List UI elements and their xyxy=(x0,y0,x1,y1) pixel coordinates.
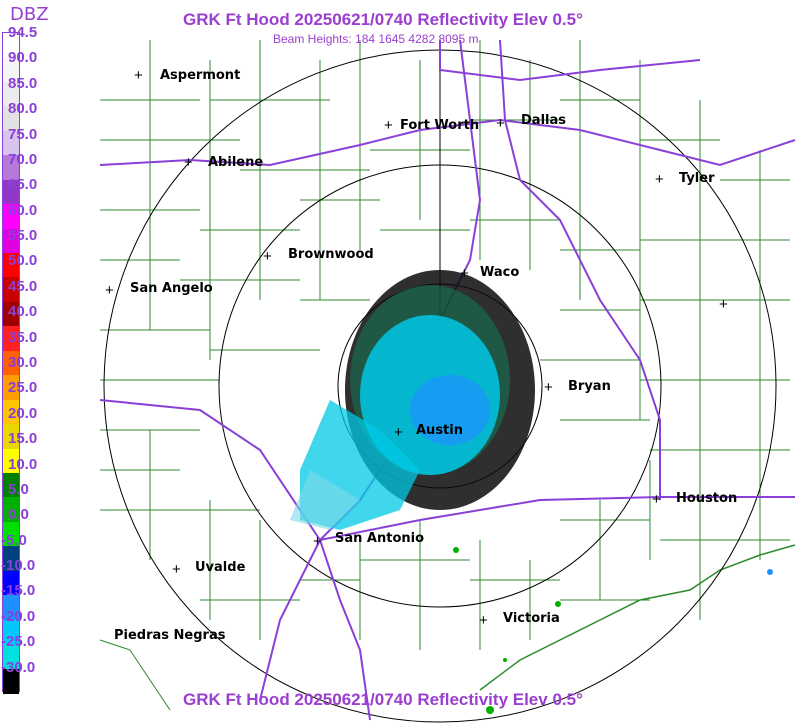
legend-tick-label: 15.0 xyxy=(8,430,38,448)
radar-title-bottom: GRK Ft Hood 20250621/0740 Reflectivity E… xyxy=(183,690,583,709)
legend-tick-label: -20.0 xyxy=(1,607,36,625)
legend-tick-label: 25.0 xyxy=(8,379,38,397)
legend-swatch xyxy=(3,204,19,230)
city-label: Houston xyxy=(676,491,738,506)
radar-echoes xyxy=(290,270,773,714)
legend-tick-label: 50.0 xyxy=(8,252,38,270)
legend-tick-label: 30.0 xyxy=(8,354,38,371)
city-label: Uvalde xyxy=(195,560,246,575)
city-label: Waco xyxy=(480,265,520,280)
legend-tick-label: -30.0 xyxy=(1,658,36,676)
city-marker-icon: + xyxy=(105,282,114,299)
city-label: Aspermont xyxy=(160,68,241,83)
legend-swatch xyxy=(3,350,19,376)
legend-swatch xyxy=(3,595,19,621)
legend-swatch xyxy=(3,130,19,156)
city-marker-icon: + xyxy=(263,248,272,265)
city-marker-icon: + xyxy=(460,265,469,282)
legend-swatch xyxy=(3,106,19,132)
legend-tick-label: 20.0 xyxy=(8,404,38,422)
city-label: Piedras Negras xyxy=(114,628,226,643)
legend-swatch xyxy=(3,473,19,498)
legend-tick-label: 10.0 xyxy=(8,455,38,473)
city-label: Dallas xyxy=(521,113,566,128)
legend-swatch xyxy=(3,57,19,83)
legend-swatch xyxy=(3,399,19,425)
legend-swatch xyxy=(3,619,19,645)
legend-swatch xyxy=(3,644,19,670)
city-marker-icon: + xyxy=(172,561,181,578)
legend-swatch xyxy=(3,570,19,596)
legend-swatch xyxy=(3,155,19,181)
legend-tick-label: 70.0 xyxy=(8,150,38,168)
legend-swatch xyxy=(3,228,19,254)
legend-tick-label: 75.0 xyxy=(8,125,38,143)
city-marker-icon: + xyxy=(384,117,393,134)
legend-swatch xyxy=(3,497,19,523)
legend-tick-label: 65.0 xyxy=(8,176,38,194)
city-marker-icon: + xyxy=(479,612,488,629)
legend-swatch xyxy=(3,33,19,58)
legend-tick-label: 90.0 xyxy=(8,49,38,67)
city-label: Fort Worth xyxy=(400,118,480,133)
city-marker-icon: + xyxy=(655,171,664,188)
legend-swatch xyxy=(3,253,19,278)
legend-swatch xyxy=(3,424,19,450)
city-label: San Angelo xyxy=(130,281,213,296)
legend-swatch xyxy=(3,448,19,474)
city-label: Victoria xyxy=(503,611,560,626)
legend-swatch xyxy=(3,521,19,547)
city-marker-icon: + xyxy=(184,154,193,171)
legend-tick-label: -25.0 xyxy=(1,633,36,651)
legend-swatch xyxy=(3,668,19,694)
legend-swatch xyxy=(3,375,19,401)
legend-tick-label: 0.0 xyxy=(8,506,29,524)
legend-tick-label: 55.0 xyxy=(8,227,38,245)
legend-tick-label: 35.0 xyxy=(8,328,38,346)
legend-color-bar xyxy=(2,32,20,694)
legend-swatch xyxy=(3,277,19,303)
city-label: Tyler xyxy=(679,171,715,186)
legend-swatch xyxy=(3,326,19,352)
city-label: Bryan xyxy=(568,379,611,394)
legend-swatch xyxy=(3,546,19,572)
city-marker-icon: + xyxy=(313,533,322,550)
legend-tick-label: 45.0 xyxy=(8,277,38,295)
legend-tick-label: -15.0 xyxy=(1,582,36,600)
legend-swatch xyxy=(3,81,19,107)
legend-swatch xyxy=(3,179,19,205)
legend-tick-label: 60.0 xyxy=(8,201,38,219)
city-marker-icon: + xyxy=(719,296,728,313)
reflectivity-legend: DBZ 94.5 90.0 85.0 80.0 75.0 70.0 65.0 60.0 55.0… xyxy=(0,0,49,726)
legend-tick-label: 5.0 xyxy=(8,480,29,498)
legend-tick-label: 94.5 xyxy=(8,24,38,41)
legend-tick-label: -5.0 xyxy=(1,531,27,549)
city-marker-icon: + xyxy=(544,379,553,396)
city-marker-icon: + xyxy=(134,67,143,84)
legend-unit-label: DBZ xyxy=(10,4,49,25)
legend-tick-label: 40.0 xyxy=(8,303,38,321)
legend-tick-label: -10.0 xyxy=(1,557,36,575)
city-label: San Antonio xyxy=(335,531,425,546)
city-label: Abilene xyxy=(208,155,264,170)
city-marker-icon: + xyxy=(394,424,403,441)
city-marker-icon: + xyxy=(496,115,505,132)
radar-title: GRK Ft Hood 20250621/0740 Reflectivity E… xyxy=(183,10,583,29)
legend-tick-label: 85.0 xyxy=(8,74,38,92)
city-marker-icon: + xyxy=(652,491,661,508)
city-label: Austin xyxy=(416,423,463,438)
county-lines xyxy=(99,40,796,711)
legend-swatch xyxy=(3,301,19,327)
beam-heights: Beam Heights: 184 1645 4282 8095 m xyxy=(273,32,479,46)
legend-tick-label: 80.0 xyxy=(8,100,38,118)
city-label: Brownwood xyxy=(288,247,374,262)
